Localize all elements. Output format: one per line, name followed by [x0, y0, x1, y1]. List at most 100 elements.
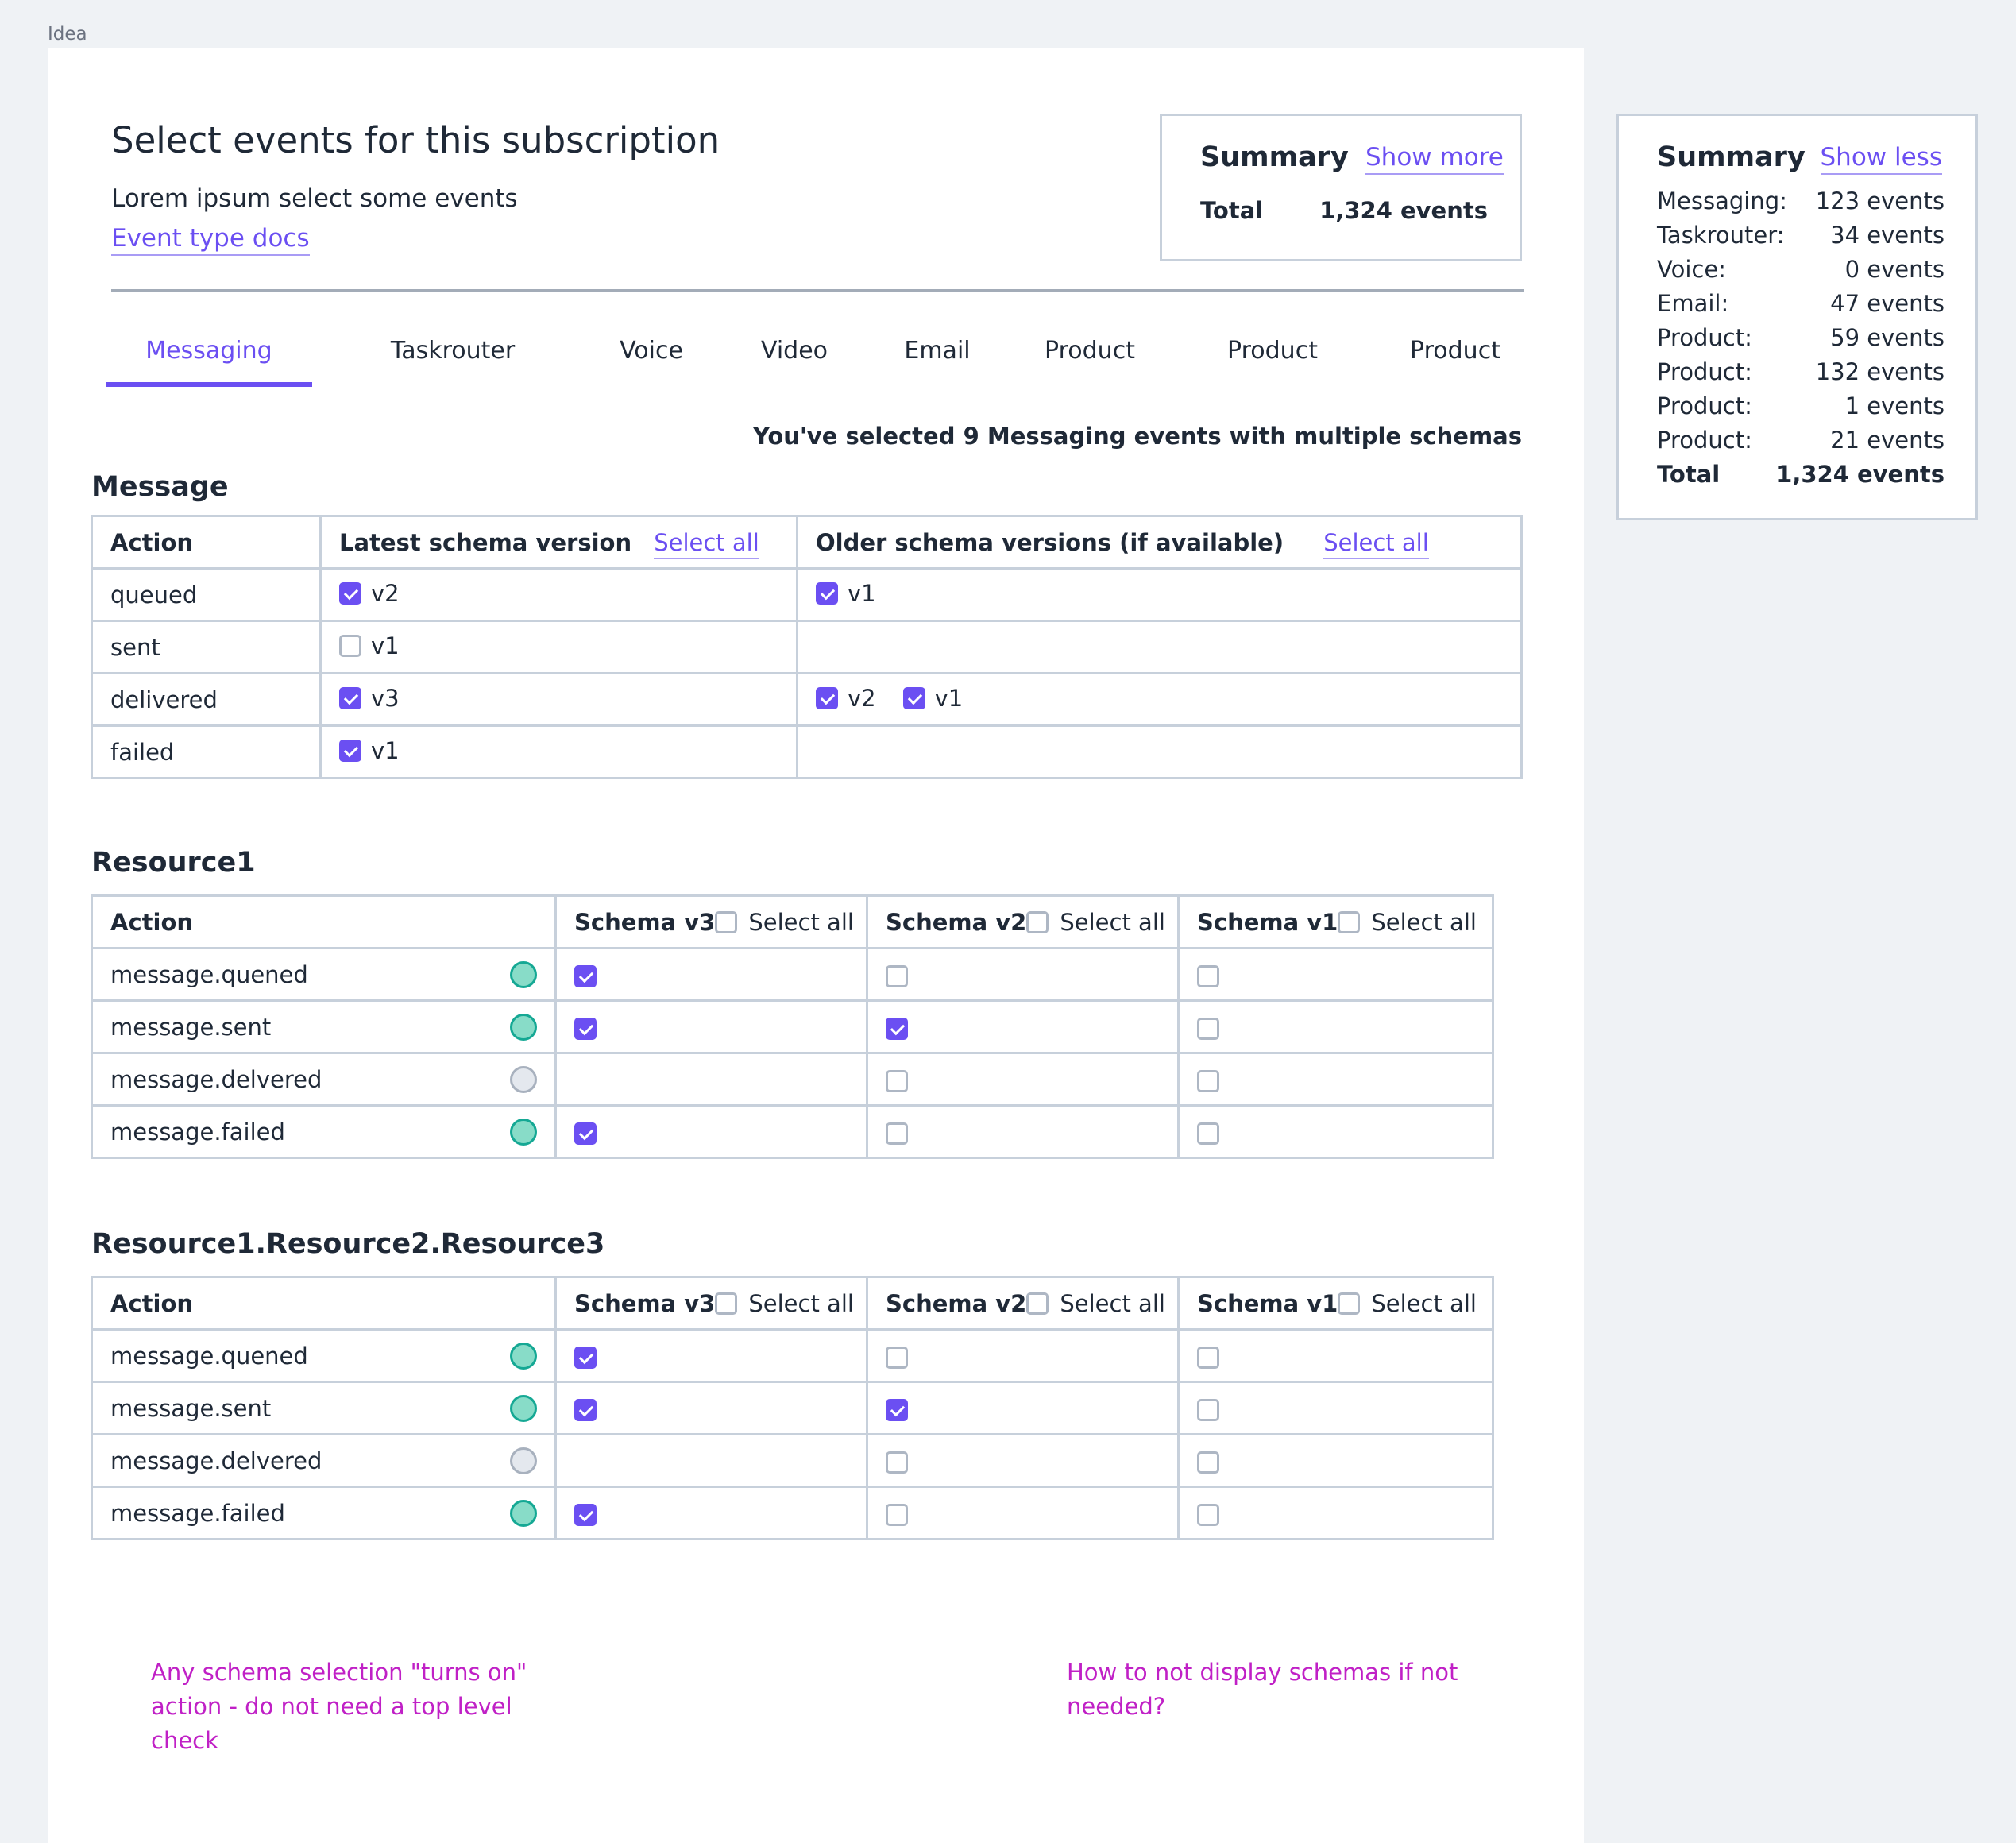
- schema-cell: [866, 1433, 1180, 1488]
- version-checkbox[interactable]: [339, 581, 361, 605]
- tab-messaging[interactable]: Messaging: [145, 337, 272, 365]
- tab-taskrouter[interactable]: Taskrouter: [390, 337, 516, 365]
- schema-checkbox[interactable]: [886, 1122, 908, 1145]
- schema-checkbox[interactable]: [1197, 1069, 1219, 1092]
- schema-checkbox[interactable]: [574, 1503, 597, 1526]
- schema-checkbox[interactable]: [1197, 1451, 1219, 1474]
- status-indicator-icon: [510, 960, 537, 988]
- summary-row-label: Voice:: [1657, 256, 1726, 283]
- schema-checkbox[interactable]: [886, 1451, 908, 1474]
- select-all-checkbox[interactable]: [715, 1292, 738, 1315]
- select-all-older-link[interactable]: Select all: [1323, 528, 1429, 559]
- schema-checkbox[interactable]: [574, 1398, 597, 1421]
- schema-cell: [554, 1052, 868, 1107]
- schema-checkbox[interactable]: [1197, 964, 1219, 987]
- version-checkbox[interactable]: [816, 581, 838, 605]
- event-type-docs-link[interactable]: Event type docs: [111, 224, 310, 256]
- version-option[interactable]: v1: [816, 580, 876, 607]
- select-all-toggle[interactable]: Select all: [1026, 909, 1165, 936]
- schema-checkbox[interactable]: [1197, 1017, 1219, 1040]
- select-all-latest-link[interactable]: Select all: [654, 528, 759, 559]
- version-checkbox[interactable]: [816, 686, 838, 709]
- select-all-toggle[interactable]: Select all: [1338, 1290, 1477, 1317]
- schema-cell: [554, 947, 868, 1002]
- version-option[interactable]: v1: [902, 685, 963, 712]
- action-name: message.quened: [110, 960, 308, 988]
- version-checkbox[interactable]: [339, 739, 361, 762]
- schema-checkbox[interactable]: [574, 964, 597, 987]
- summary-row-value: 47 events: [1830, 290, 1945, 317]
- version-label: v1: [848, 579, 876, 607]
- design-note-right: How to not display schemas if not needed…: [1067, 1659, 1458, 1720]
- action-name: message.delvered: [110, 1447, 322, 1474]
- table-row: failed v1: [91, 724, 1523, 779]
- schema-label: Schema v1: [1197, 1289, 1338, 1317]
- select-all-toggle[interactable]: Select all: [715, 1290, 854, 1317]
- status-indicator-icon: [510, 1013, 537, 1041]
- version-option[interactable]: v1: [339, 632, 400, 659]
- schema-cell: [554, 999, 868, 1054]
- schema-checkbox[interactable]: [1197, 1503, 1219, 1526]
- schema-checkbox[interactable]: [886, 1398, 908, 1421]
- schema-checkbox[interactable]: [1197, 1346, 1219, 1369]
- tab-product-1[interactable]: Product: [1045, 337, 1135, 365]
- select-all-checkbox[interactable]: [1338, 1292, 1361, 1315]
- summary-row: Product: 21 events: [1657, 427, 1945, 461]
- show-more-link[interactable]: Show more: [1365, 143, 1504, 175]
- select-all-toggle[interactable]: Select all: [715, 909, 854, 936]
- schema-checkbox[interactable]: [574, 1017, 597, 1040]
- show-less-link[interactable]: Show less: [1820, 143, 1942, 175]
- summary-row-value: 1 events: [1844, 392, 1945, 419]
- version-label: v1: [371, 632, 400, 659]
- schema-cell: [554, 1104, 868, 1159]
- schema-label: Schema v1: [1197, 908, 1338, 936]
- schema-cell: [1177, 1433, 1494, 1488]
- version-option[interactable]: v1: [339, 737, 400, 764]
- schema-checkbox[interactable]: [1197, 1398, 1219, 1421]
- select-all-checkbox[interactable]: [1338, 910, 1361, 933]
- version-option[interactable]: v2: [339, 580, 400, 607]
- schema-cell: [1177, 1104, 1494, 1159]
- schema-cell: [866, 1381, 1180, 1435]
- tab-email[interactable]: Email: [904, 337, 971, 365]
- older-versions-cell: v2 v1: [796, 672, 1523, 727]
- table-row: sent v1: [91, 620, 1523, 674]
- schema-header: Schema v2 Select all: [886, 1289, 1165, 1317]
- version-option[interactable]: v3: [339, 685, 400, 712]
- select-all-checkbox[interactable]: [715, 910, 738, 933]
- version-checkbox[interactable]: [339, 686, 361, 709]
- version-checkbox[interactable]: [339, 634, 361, 657]
- select-all-toggle[interactable]: Select all: [1338, 909, 1477, 936]
- design-note-left: Any schema selection "turns on" action -…: [151, 1659, 527, 1754]
- tab-product-3[interactable]: Product: [1410, 337, 1500, 365]
- schema-checkbox[interactable]: [886, 964, 908, 987]
- action-cell: message.failed: [91, 1486, 557, 1540]
- schema-label: Schema v2: [886, 1289, 1027, 1317]
- tab-product-2[interactable]: Product: [1227, 337, 1318, 365]
- schema-checkbox[interactable]: [886, 1069, 908, 1092]
- schema-checkbox[interactable]: [886, 1346, 908, 1369]
- action-name: sent: [91, 620, 322, 674]
- schema-checkbox[interactable]: [886, 1503, 908, 1526]
- summary-row: Messaging: 123 events: [1657, 187, 1945, 222]
- summary-row-label: Messaging:: [1657, 187, 1787, 214]
- summary-expanded: Summary Show less Messaging: 123 events Ta…: [1616, 114, 1978, 520]
- select-all-toggle[interactable]: Select all: [1026, 1290, 1165, 1317]
- status-indicator-icon: [510, 1118, 537, 1146]
- select-all-checkbox[interactable]: [1026, 1292, 1049, 1315]
- schema-cell: [866, 1052, 1180, 1107]
- version-checkbox[interactable]: [902, 686, 925, 709]
- latest-versions-cell: v1: [319, 620, 798, 674]
- action-wrapper: message.sent: [110, 1013, 537, 1041]
- version-option[interactable]: v2: [816, 685, 876, 712]
- schema-checkbox[interactable]: [886, 1017, 908, 1040]
- tab-video[interactable]: Video: [760, 337, 828, 365]
- schema-checkbox[interactable]: [1197, 1122, 1219, 1145]
- schema-checkbox[interactable]: [574, 1346, 597, 1369]
- tab-voice[interactable]: Voice: [620, 337, 683, 365]
- table-row: message.sent: [91, 999, 1494, 1054]
- table-row: message.sent: [91, 1381, 1494, 1435]
- schema-checkbox[interactable]: [574, 1122, 597, 1145]
- summary-row: Voice: 0 events: [1657, 256, 1945, 290]
- select-all-checkbox[interactable]: [1026, 910, 1049, 933]
